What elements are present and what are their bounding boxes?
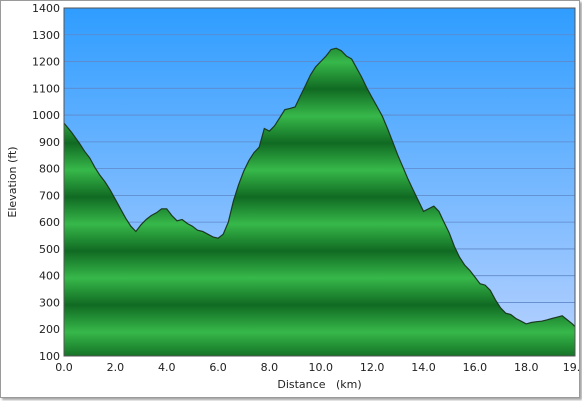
x-tick-label: 16.0: [463, 361, 488, 374]
x-tick-label: 0.0: [55, 361, 73, 374]
y-tick-label: 400: [39, 270, 60, 283]
y-tick-label: 900: [39, 136, 60, 149]
elevation-line: [64, 47, 575, 328]
y-tick-label: 100: [39, 350, 60, 363]
y-tick-label: 500: [39, 243, 60, 256]
x-tick-label: 8.0: [261, 361, 279, 374]
x-tick-label: 12.0: [360, 361, 385, 374]
x-tick-label: 19.9: [563, 361, 579, 374]
y-axis-label: Elevation (ft): [6, 146, 19, 217]
y-tick-label: 1300: [32, 29, 60, 42]
y-tick-label: 1000: [32, 109, 60, 122]
y-axis-ticks: 100 200 300 400 500 600 700 800 900 1000 1100 1200 1…: [32, 2, 60, 363]
y-tick-label: 1400: [32, 2, 60, 15]
x-tick-label: 4.0: [158, 361, 176, 374]
y-tick-label: 1100: [32, 82, 60, 95]
plot-border: [63, 7, 576, 357]
y-tick-label: 1200: [32, 56, 60, 69]
y-tick-label: 600: [39, 216, 60, 229]
y-tick-label: 700: [39, 189, 60, 202]
x-tick-label: 10.0: [309, 361, 334, 374]
x-tick-label: 18.0: [514, 361, 539, 374]
y-tick-label: 300: [39, 296, 60, 309]
x-tick-label: 6.0: [209, 361, 227, 374]
x-tick-label: 2.0: [107, 361, 125, 374]
x-axis-ticks: 0.0 2.0 4.0 6.0 8.0 10.0 12.0 14.0 16.0 18.0 19.9: [55, 361, 582, 374]
x-tick-label: 14.0: [411, 361, 436, 374]
x-axis-label: Distance (km): [277, 378, 361, 391]
y-tick-label: 800: [39, 163, 60, 176]
y-tick-label: 200: [39, 323, 60, 336]
elevation-area: [64, 48, 575, 356]
